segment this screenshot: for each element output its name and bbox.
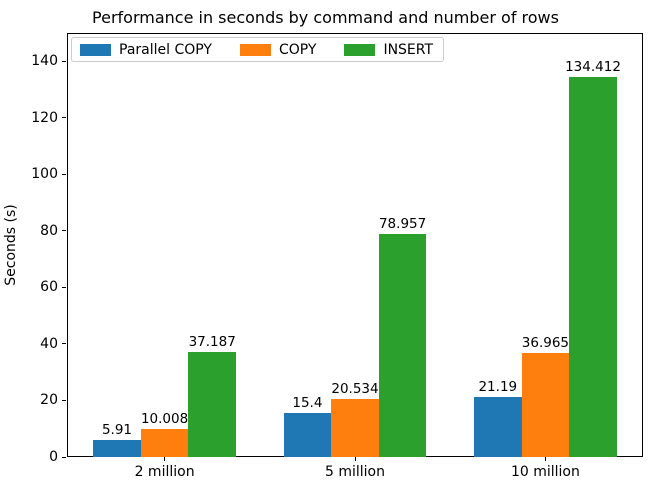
y-tick-mark [62, 286, 66, 288]
y-tick-label: 0 [49, 449, 58, 465]
legend-swatch-insert [344, 43, 376, 56]
y-tick-label: 20 [40, 392, 58, 409]
bar-value-label: 21.19 [478, 379, 518, 396]
y-tick-label: 140 [31, 53, 58, 70]
y-tick-mark [62, 230, 66, 232]
bar-value-label: 134.412 [565, 59, 621, 76]
bar-insert-2-million [188, 351, 236, 457]
x-tick-label: 2 million [134, 464, 195, 480]
bar-copy-10-million [521, 352, 570, 457]
y-tick-label: 60 [40, 279, 58, 296]
bar-value-label: 20.534 [331, 380, 379, 397]
bar-value-label: 5.91 [101, 422, 132, 439]
y-tick-mark [62, 456, 66, 458]
chart-title: Performance in seconds by command and nu… [92, 8, 559, 27]
x-tick-label: 5 million [325, 464, 385, 480]
bar-copy-2-million [140, 428, 189, 457]
x-tick-mark [544, 457, 546, 461]
y-tick-mark [62, 343, 66, 345]
legend-item: INSERT [344, 42, 433, 58]
y-tick-mark [62, 173, 66, 175]
legend-item: COPY [239, 41, 317, 58]
bar-parallel-copy-5-million [283, 413, 332, 457]
legend-label: Parallel COPY [119, 41, 212, 58]
legend-label: INSERT [383, 41, 434, 58]
x-tick-mark [354, 457, 356, 461]
bar-copy-5-million [331, 398, 379, 457]
bar-value-label: 10.008 [140, 410, 189, 427]
y-tick-label: 80 [40, 222, 58, 239]
bar-parallel-copy-10-million [474, 397, 522, 457]
y-tick-label: 100 [31, 166, 58, 183]
bar-parallel-copy-2-million [93, 440, 141, 457]
legend-swatch-parallel-copy [80, 43, 111, 56]
bar-value-label: 36.965 [521, 334, 570, 351]
y-tick-mark [62, 117, 66, 119]
bar-insert-10-million [569, 77, 617, 457]
legend-swatch-copy [239, 43, 271, 56]
y-tick-mark [62, 399, 66, 401]
y-tick-mark [62, 60, 66, 62]
legend-label: COPY [278, 41, 317, 58]
bar-value-label: 15.4 [292, 395, 323, 412]
bar-value-label: 78.957 [378, 215, 427, 232]
y-tick-label: 120 [31, 109, 58, 126]
legend-item: Parallel COPY [80, 42, 212, 58]
plot-area: Parallel COPY COPY INSERT [67, 33, 643, 457]
bar-value-label: 37.187 [188, 333, 236, 350]
x-tick-label: 10 million [510, 464, 580, 480]
bar-insert-5-million [378, 233, 427, 457]
y-tick-label: 40 [40, 335, 58, 352]
x-tick-mark [164, 457, 166, 461]
legend: Parallel COPY COPY INSERT [71, 37, 445, 62]
